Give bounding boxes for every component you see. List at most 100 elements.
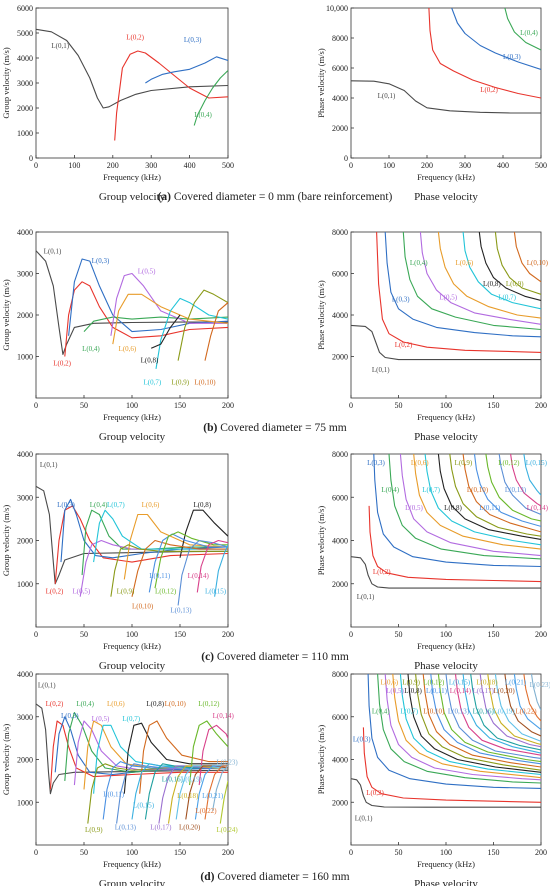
mode-label: L(0,18): [476, 679, 498, 687]
x-tick-label: 50: [80, 401, 88, 410]
mode-label: L(0,1): [355, 814, 373, 822]
series-line-L03: [145, 56, 228, 84]
x-tick-label: 500: [535, 161, 547, 170]
mode-label: L(0,10): [527, 259, 549, 267]
mode-label: L(0,2): [46, 700, 64, 708]
x-tick-label: 150: [174, 848, 186, 857]
caption-d: (d) Covered diameter = 160 mm: [0, 871, 550, 883]
series-line-L08: [179, 509, 228, 558]
caption-a-text: Covered diameter = 0 mm (bare reinforcem…: [173, 191, 393, 203]
series-line-L07: [93, 509, 228, 563]
series-line-L05: [419, 232, 541, 325]
series-line-L010: [422, 674, 541, 768]
x-tick-label: 200: [535, 848, 547, 857]
x-tick-label: 50: [80, 848, 88, 857]
caption-d-text: Covered diameter = 160 mm: [217, 871, 350, 883]
y-tick-label: 2000: [17, 756, 33, 765]
y-tick-label: 2000: [332, 580, 348, 589]
mode-label: L(0,15): [449, 679, 471, 687]
series-line-L08: [478, 232, 541, 302]
x-tick-label: 150: [174, 401, 186, 410]
x-tick-label: 0: [349, 161, 353, 170]
series-line-L08: [407, 674, 541, 773]
mode-label: L(0,6): [142, 501, 160, 509]
mode-label: L(0,7): [122, 715, 140, 723]
mode-label: L(0,4): [410, 259, 428, 267]
chart-title: Group velocity: [99, 191, 166, 203]
mode-label: L(0,11): [103, 791, 125, 799]
mode-label: L(0,9): [402, 679, 420, 687]
y-tick-label: 4000: [332, 537, 348, 546]
series-line-L013: [498, 454, 541, 516]
chart-6: 0 50 100 150 200 2000 4000 6000 8000 Frequency (k…: [316, 450, 549, 672]
mode-label: L(0,9): [171, 378, 189, 386]
series-line-L01: [36, 703, 228, 795]
y-tick-label: 3000: [17, 270, 33, 279]
series-line-L012: [437, 674, 541, 763]
series-line-L019: [494, 674, 541, 742]
mode-label: L(0,12): [155, 587, 177, 595]
y-tick-label: 1000: [17, 798, 33, 807]
x-tick-label: 200: [535, 630, 547, 639]
mode-label: L(0,6): [380, 679, 398, 687]
chart-1: 0 100 200 300 400 500010002000300040005000600…: [1, 4, 234, 203]
x-tick-label: 200: [222, 401, 234, 410]
mode-label: L(0,8): [483, 280, 501, 288]
series-line-L07: [462, 232, 541, 310]
mode-label: L(0,8): [141, 356, 159, 364]
x-tick-label: 400: [497, 161, 509, 170]
y-axis-label: Group velocity (m/s): [1, 279, 11, 350]
mode-label: L(0,14): [188, 572, 210, 580]
x-tick-label: 500: [222, 161, 234, 170]
series-line-L04: [377, 674, 541, 784]
series-group: [351, 232, 541, 361]
y-tick-label: 8000: [332, 450, 348, 459]
series-group: [351, 454, 541, 589]
y-tick-label: 8000: [332, 228, 348, 237]
mode-label: L(0,9): [117, 587, 135, 595]
series-line-L01: [36, 28, 228, 109]
mode-label: L(0,15): [526, 459, 548, 467]
mode-label: L(0,13): [170, 607, 192, 615]
mode-label: L(0,10): [132, 602, 154, 610]
mode-label: L(0,3): [353, 735, 371, 743]
mode-label: L(0,7): [400, 708, 418, 716]
y-axis-label: Phase velocity (m/s): [316, 725, 326, 795]
series-line-L08: [123, 722, 228, 794]
mode-label: L(0,2): [126, 33, 144, 41]
series-group: [36, 28, 228, 141]
mode-label: L(0,6): [107, 700, 125, 708]
mode-label: L(0,11): [426, 687, 448, 695]
series-line-L03: [451, 8, 541, 71]
y-tick-label: 2000: [17, 104, 33, 113]
y-tick-label: 3000: [17, 493, 33, 502]
series-line-L013: [445, 674, 541, 759]
mode-label: L(0,9): [455, 459, 473, 467]
series-line-L015: [462, 674, 541, 754]
series-line-L014: [196, 539, 228, 593]
caption-b: (b) Covered diameter = 75 mm: [0, 422, 550, 434]
y-tick-label: 4000: [17, 228, 33, 237]
chart-title: Group velocity: [99, 878, 166, 886]
mode-label: L(0,13): [505, 486, 527, 494]
x-tick-label: 0: [34, 630, 38, 639]
y-axis-label: Group velocity (m/s): [1, 47, 11, 118]
plot-frame: [350, 7, 542, 159]
series-line-L021: [513, 674, 541, 731]
mode-label: L(0,5): [439, 293, 457, 301]
series-group: [351, 674, 541, 808]
mode-label: L(0,2): [395, 341, 413, 349]
series-line-L011: [473, 454, 541, 527]
mode-label: L(0,10): [467, 486, 489, 494]
mode-label: L(0,15): [133, 801, 155, 809]
mode-label: L(0,14): [450, 687, 472, 695]
series-line-L07: [399, 674, 541, 776]
chart-4: 0 50 100 150 200 2000 4000 6000 8000 Frequency (k…: [316, 228, 549, 443]
y-tick-label: 2000: [17, 537, 33, 546]
x-tick-label: 0: [349, 848, 353, 857]
mode-label: L(0,3): [61, 712, 79, 720]
mode-label: L(0,15): [205, 587, 227, 595]
x-tick-label: 400: [184, 161, 196, 170]
series-line-L01: [351, 324, 541, 361]
mode-label: L(0,11): [479, 504, 501, 512]
